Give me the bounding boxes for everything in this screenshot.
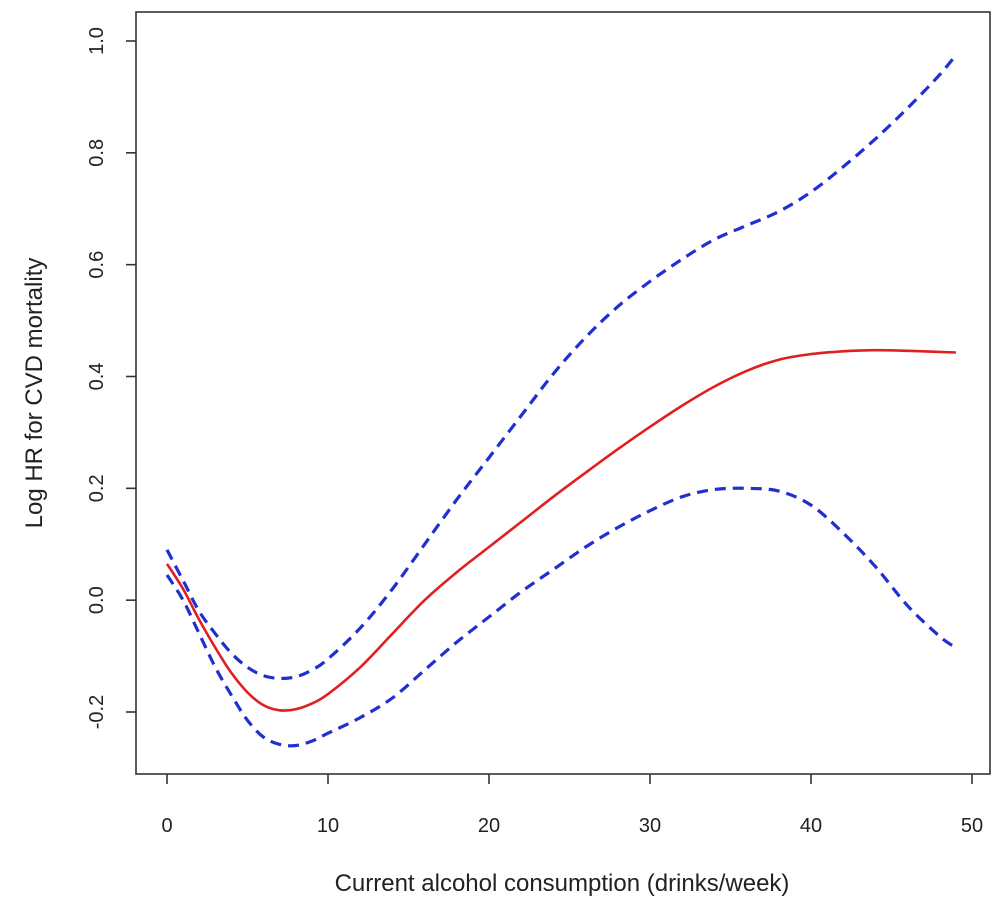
x-tick-label: 30: [639, 815, 661, 837]
y-tick-label: 0.0: [86, 586, 108, 614]
y-axis: -0.2 0.0 0.2 0.4 0.6 0.8 1.0: [86, 27, 136, 729]
plot-frame: [135, 11, 991, 775]
x-tick-label: 20: [478, 815, 500, 837]
x-tick-label: 50: [961, 815, 983, 837]
x-axis: 0 10 20 30 40 50: [161, 774, 983, 837]
estimate-line: [165, 348, 956, 712]
x-tick-label: 40: [800, 815, 822, 837]
x-tick-label: 0: [161, 815, 172, 837]
upper-95ci-line: [165, 53, 958, 681]
y-tick-label: 1.0: [86, 27, 108, 55]
y-tick-label: 0.2: [86, 474, 108, 502]
x-axis-label: Current alcohol consumption (drinks/week…: [335, 870, 790, 897]
series-group: [165, 53, 958, 748]
lower-95ci-line: [165, 486, 957, 748]
y-tick-label: 0.8: [86, 139, 108, 167]
y-tick-label: 0.6: [86, 251, 108, 279]
y-axis-label: Log HR for CVD mortality: [21, 258, 48, 529]
x-tick-label: 10: [317, 815, 339, 837]
y-tick-label: 0.4: [86, 363, 108, 391]
y-tick-label: -0.2: [86, 695, 108, 729]
